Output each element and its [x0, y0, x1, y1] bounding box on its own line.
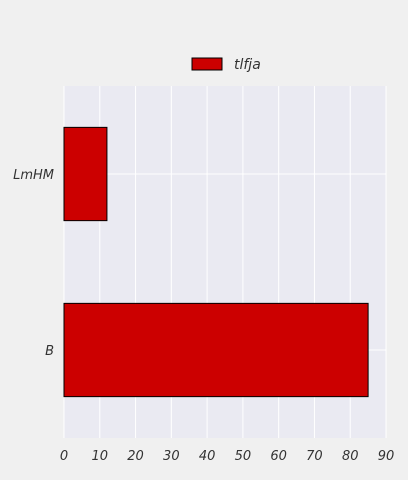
x-tick-label: 90 — [378, 449, 395, 464]
y-tick-label-b: B — [45, 344, 54, 359]
x-axis: 0 10 20 30 40 50 60 70 80 90 — [60, 449, 394, 464]
x-tick-label: 30 — [163, 449, 180, 464]
legend-swatch — [191, 57, 223, 71]
x-tick-label: 70 — [306, 449, 323, 464]
legend-label: tlfja — [234, 57, 261, 73]
y-axis: B LmHM — [13, 168, 54, 359]
y-tick-label-lmhm: LmHM — [13, 168, 54, 183]
x-tick-label: 80 — [342, 449, 359, 464]
x-tick-label: 20 — [127, 449, 144, 464]
bar-b — [63, 302, 369, 398]
x-tick-label: 40 — [199, 449, 216, 464]
x-tick-label: 60 — [270, 449, 287, 464]
x-tick-label: 0 — [60, 449, 68, 464]
bars — [63, 126, 369, 398]
x-tick-label: 10 — [92, 449, 109, 464]
x-tick-label: 50 — [235, 449, 252, 464]
bar-lmhm — [63, 126, 108, 222]
legend: tlfja — [191, 57, 261, 73]
